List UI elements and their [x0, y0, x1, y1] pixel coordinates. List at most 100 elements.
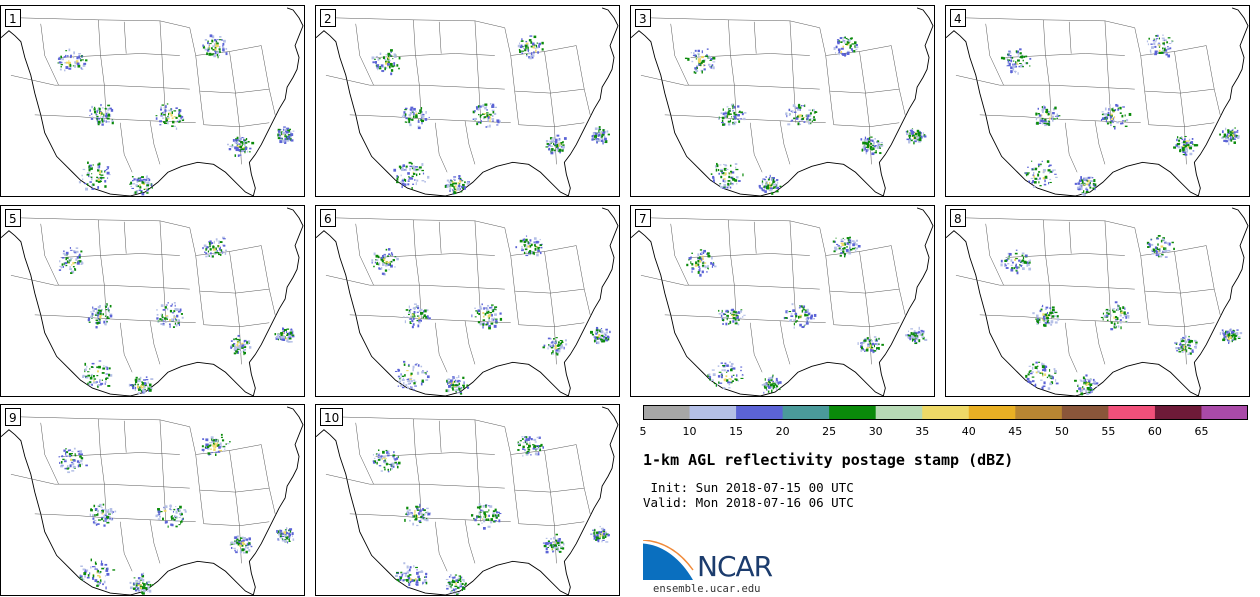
ensemble-member-panel-2[interactable]: 2: [315, 5, 620, 197]
reflectivity-echo: [109, 517, 111, 520]
reflectivity-echo: [593, 339, 596, 343]
reflectivity-echo: [602, 142, 604, 145]
state-border: [1134, 27, 1149, 125]
ensemble-member-panel-4[interactable]: 4: [945, 5, 1250, 197]
reflectivity-echo: [726, 379, 729, 382]
reflectivity-echo: [400, 573, 403, 576]
reflectivity-echo: [558, 349, 561, 353]
reflectivity-echo: [1167, 242, 1169, 245]
reflectivity-echo: [415, 583, 417, 586]
ensemble-member-panel-3[interactable]: 3: [630, 5, 935, 197]
reflectivity-echo: [1081, 179, 1084, 182]
ensemble-member-panel-5[interactable]: 5: [0, 205, 305, 397]
reflectivity-echo: [238, 154, 242, 156]
state-border: [504, 426, 519, 524]
reflectivity-echo: [66, 257, 69, 259]
reflectivity-echo: [245, 545, 247, 549]
reflectivity-echo: [727, 112, 730, 116]
reflectivity-echo: [1078, 188, 1081, 191]
reflectivity-echo: [869, 147, 872, 150]
ensemble-member-panel-6[interactable]: 6: [315, 205, 620, 397]
reflectivity-echo: [806, 115, 809, 117]
ensemble-member-panel-8[interactable]: 8: [945, 205, 1250, 397]
reflectivity-echo: [104, 115, 108, 118]
reflectivity-echo: [1033, 181, 1037, 184]
reflectivity-echo: [772, 384, 776, 387]
reflectivity-echo: [70, 54, 72, 58]
reflectivity-echo: [723, 174, 726, 176]
reflectivity-echo: [417, 324, 420, 328]
reflectivity-echo: [484, 514, 487, 517]
reflectivity-echo: [1035, 361, 1038, 364]
reflectivity-echo: [415, 514, 417, 518]
reflectivity-echo: [808, 109, 812, 111]
reflectivity-echo: [1041, 318, 1044, 321]
reflectivity-echo: [457, 185, 461, 187]
reflectivity-echo: [417, 125, 420, 127]
reflectivity-echo: [1186, 349, 1188, 353]
reflectivity-echo: [61, 58, 64, 61]
reflectivity-echo: [446, 379, 448, 383]
reflectivity-echo: [280, 333, 283, 336]
reflectivity-echo: [246, 341, 249, 344]
reflectivity-echo: [140, 586, 143, 590]
reflectivity-echo: [139, 177, 142, 180]
reflectivity-echo: [165, 315, 169, 318]
reflectivity-echo: [604, 531, 608, 534]
reflectivity-echo: [142, 583, 146, 586]
reflectivity-echo: [169, 319, 171, 322]
reflectivity-echo: [403, 360, 406, 363]
reflectivity-echo: [477, 108, 480, 111]
reflectivity-echo: [171, 125, 174, 128]
reflectivity-echo: [557, 539, 560, 543]
reflectivity-echo: [247, 541, 249, 544]
reflectivity-echo: [697, 53, 700, 55]
reflectivity-echo: [371, 262, 374, 264]
state-border: [261, 245, 276, 315]
reflectivity-echo: [864, 145, 866, 148]
reflectivity-echo: [528, 56, 530, 58]
reflectivity-echo: [400, 174, 402, 177]
reflectivity-echo: [397, 375, 401, 378]
ensemble-member-panel-10[interactable]: 10: [315, 404, 620, 596]
reflectivity-echo: [553, 143, 555, 146]
ensemble-member-panel-9[interactable]: 9: [0, 404, 305, 596]
reflectivity-echo: [462, 183, 465, 187]
reflectivity-echo: [1114, 319, 1118, 321]
ensemble-member-panel-7[interactable]: 7: [630, 205, 935, 397]
reflectivity-echo: [834, 52, 837, 54]
reflectivity-echo: [1232, 333, 1235, 337]
reflectivity-echo: [915, 341, 918, 344]
reflectivity-echo: [397, 258, 399, 261]
reflectivity-echo: [97, 178, 100, 181]
reflectivity-echo: [416, 524, 419, 527]
reflectivity-echo: [163, 114, 166, 116]
reflectivity-echo: [1228, 341, 1230, 344]
reflectivity-echo: [97, 123, 100, 126]
reflectivity-echo: [73, 459, 76, 462]
reflectivity-echo: [99, 116, 101, 118]
reflectivity-echo: [75, 258, 78, 261]
reflectivity-echo: [1110, 114, 1113, 117]
reflectivity-echo: [698, 55, 700, 57]
reflectivity-echo: [473, 517, 475, 520]
reflectivity-echo: [1185, 347, 1187, 351]
reflectivity-echo: [146, 582, 148, 584]
reflectivity-echo: [421, 119, 424, 123]
reflectivity-echo: [411, 579, 414, 582]
reflectivity-echo: [112, 569, 116, 571]
reflectivity-echo: [840, 242, 844, 244]
reflectivity-echo: [411, 175, 414, 178]
reflectivity-echo: [146, 175, 148, 177]
reflectivity-echo: [140, 573, 143, 576]
reflectivity-echo: [420, 118, 422, 120]
reflectivity-echo: [64, 262, 68, 264]
reflectivity-echo: [518, 48, 521, 51]
reflectivity-echo: [1046, 376, 1049, 379]
reflectivity-echo: [555, 337, 558, 339]
reflectivity-echo: [81, 459, 83, 461]
reflectivity-echo: [407, 379, 411, 383]
reflectivity-echo: [419, 167, 421, 171]
ensemble-member-panel-1[interactable]: 1: [0, 5, 305, 197]
reflectivity-echo: [911, 132, 914, 135]
